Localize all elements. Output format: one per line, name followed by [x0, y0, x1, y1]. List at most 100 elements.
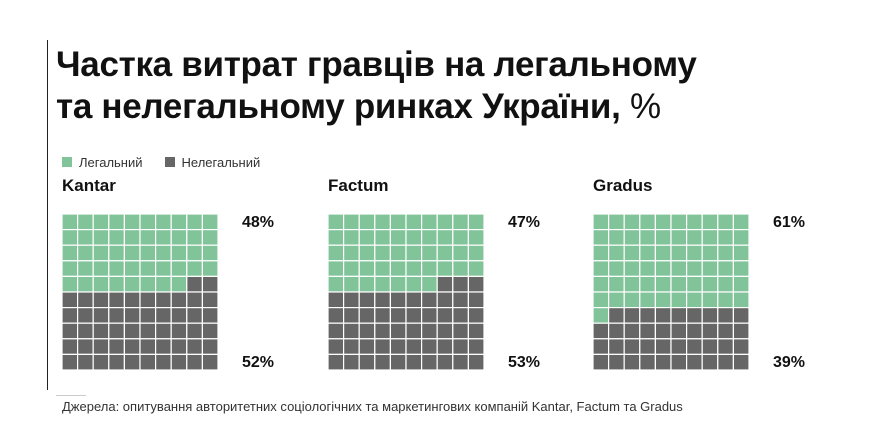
cell-legal-factum [374, 229, 391, 246]
cell-illegal-gradus [717, 353, 735, 370]
cell-illegal-kantar [154, 353, 172, 370]
cell-legal-gradus [608, 244, 625, 262]
cell-legal-kantar [201, 260, 218, 277]
cell-legal-gradus [685, 275, 703, 293]
cell-legal-kantar [201, 229, 218, 246]
cell-illegal-gradus [701, 322, 719, 340]
cell-legal-kantar [139, 214, 157, 231]
cell-illegal-kantar [77, 291, 94, 309]
cell-illegal-kantar [186, 291, 204, 309]
cell-illegal-gradus [654, 353, 672, 370]
cell-illegal-factum [405, 291, 423, 309]
cell-illegal-gradus [732, 353, 749, 370]
cell-illegal-gradus [670, 353, 688, 370]
cell-illegal-factum [436, 338, 454, 356]
pct-illegal-gradus: 39% [773, 354, 806, 371]
cell-illegal-gradus [732, 322, 749, 340]
cell-illegal-gradus [701, 338, 719, 356]
cell-illegal-kantar [201, 353, 218, 370]
cell-illegal-gradus [639, 306, 656, 324]
cell-illegal-factum [420, 353, 438, 370]
cell-illegal-factum [343, 322, 360, 340]
cell-legal-kantar [62, 229, 79, 246]
panel-factum: Factum 47% 53% [328, 176, 578, 376]
cell-illegal-kantar [186, 275, 204, 293]
legend-label-illegal: Нелегальний [181, 154, 261, 170]
cell-illegal-gradus [639, 353, 656, 370]
cell-legal-gradus [639, 260, 656, 277]
cell-legal-gradus [593, 291, 610, 309]
title-line-2: та нелегальному ринках України, % [56, 86, 836, 128]
cell-legal-gradus [732, 244, 749, 262]
cell-legal-factum [420, 244, 438, 262]
waffle-factum [328, 214, 484, 370]
cell-illegal-kantar [154, 322, 172, 340]
cell-illegal-gradus [593, 338, 610, 356]
cell-legal-factum [389, 214, 407, 231]
cell-illegal-factum [389, 338, 407, 356]
cell-legal-gradus [593, 260, 610, 277]
cell-illegal-kantar [77, 322, 94, 340]
cell-legal-factum [452, 214, 470, 231]
cell-illegal-gradus [717, 306, 735, 324]
cell-legal-gradus [670, 214, 688, 231]
cell-illegal-gradus [639, 338, 656, 356]
cell-legal-kantar [92, 214, 110, 231]
cell-illegal-kantar [154, 338, 172, 356]
cell-illegal-kantar [154, 291, 172, 309]
cell-illegal-factum [343, 353, 360, 370]
cell-legal-kantar [77, 260, 94, 277]
title-line-2-text: та нелегальному ринках України, [56, 87, 621, 126]
cell-legal-gradus [608, 291, 625, 309]
legend-item-legal: Легальний [62, 155, 143, 170]
cell-illegal-factum [436, 353, 454, 370]
cell-legal-kantar [123, 229, 141, 246]
cell-illegal-kantar [139, 306, 157, 324]
cell-legal-gradus [717, 275, 735, 293]
cell-illegal-factum [420, 291, 438, 309]
pct-legal-gradus: 61% [773, 214, 806, 231]
cell-illegal-kantar [62, 353, 79, 370]
cell-illegal-gradus [623, 306, 641, 324]
cell-illegal-factum [358, 322, 376, 340]
cell-illegal-gradus [654, 322, 672, 340]
cell-illegal-factum [452, 306, 470, 324]
cell-illegal-factum [328, 306, 345, 324]
cell-illegal-kantar [170, 338, 188, 356]
waffle-gradus [593, 214, 749, 370]
left-rule [47, 40, 48, 390]
cell-legal-factum [343, 214, 360, 231]
cell-illegal-kantar [123, 353, 141, 370]
cell-illegal-kantar [186, 306, 204, 324]
cell-illegal-gradus [685, 353, 703, 370]
cell-illegal-factum [343, 306, 360, 324]
cell-illegal-factum [467, 275, 484, 293]
cell-legal-factum [452, 260, 470, 277]
cell-legal-gradus [623, 214, 641, 231]
cell-legal-kantar [108, 275, 125, 293]
cell-legal-gradus [654, 291, 672, 309]
cell-legal-factum [389, 244, 407, 262]
cell-illegal-factum [343, 291, 360, 309]
cell-legal-gradus [623, 291, 641, 309]
cell-illegal-kantar [108, 338, 125, 356]
cell-illegal-factum [328, 291, 345, 309]
cell-illegal-gradus [639, 322, 656, 340]
cell-illegal-gradus [608, 322, 625, 340]
cell-legal-gradus [670, 244, 688, 262]
cell-illegal-factum [452, 275, 470, 293]
cell-legal-factum [436, 260, 454, 277]
cell-illegal-factum [436, 306, 454, 324]
cell-legal-factum [374, 275, 391, 293]
cell-legal-gradus [639, 275, 656, 293]
cell-legal-kantar [154, 275, 172, 293]
cell-illegal-factum [374, 306, 391, 324]
cell-legal-gradus [732, 229, 749, 246]
cell-legal-gradus [732, 214, 749, 231]
cell-illegal-kantar [139, 291, 157, 309]
cell-legal-kantar [170, 244, 188, 262]
cell-legal-factum [343, 244, 360, 262]
cell-legal-kantar [62, 275, 79, 293]
cell-illegal-kantar [186, 322, 204, 340]
cell-illegal-kantar [139, 338, 157, 356]
